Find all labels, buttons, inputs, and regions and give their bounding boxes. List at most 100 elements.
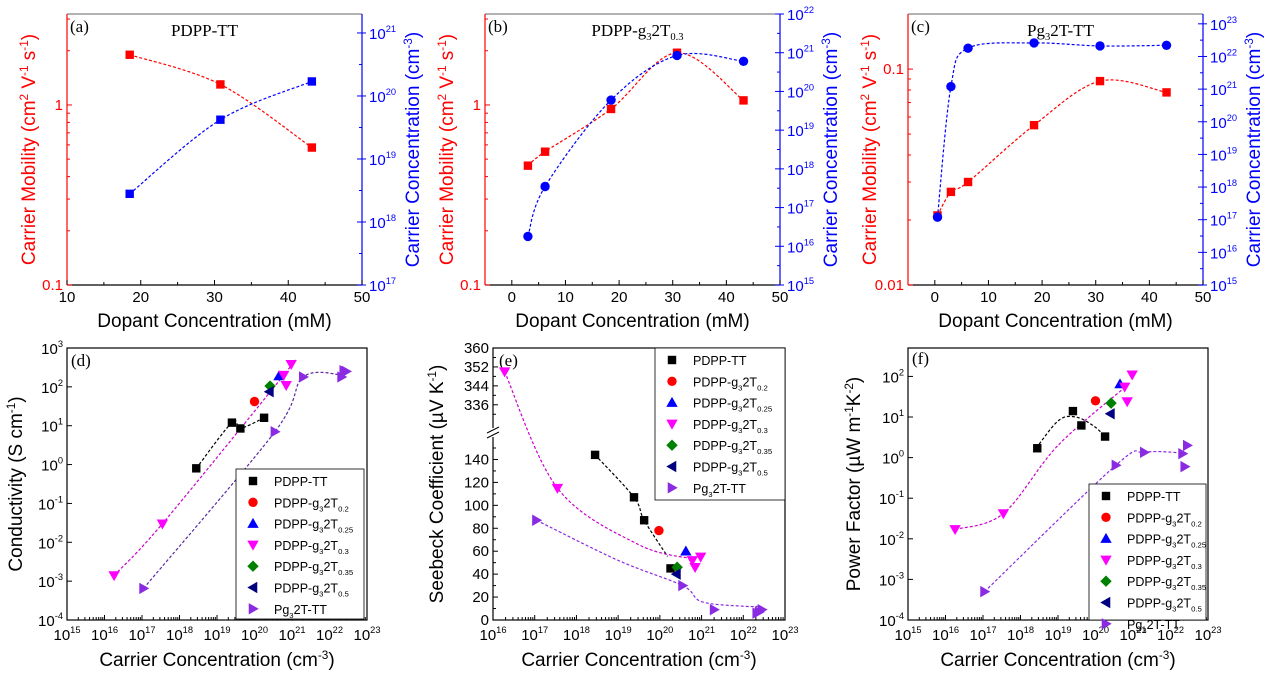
data-point [672,50,682,61]
y-tick-label: 40 [472,566,489,583]
text-span: -3 [1159,649,1170,662]
y-tick-label: 344 [464,378,489,395]
panel-label: (f) [912,349,929,368]
x-axis-label: Dopant Concentration (mM) [97,311,331,332]
x-axis-label: Carrier Concentration (cm-3) [521,649,756,671]
y-right-axis-label: Carrier Concentration (cm-3) [402,32,424,267]
text-span: 3 [1172,583,1176,592]
y-right-tick-label: 1022 [1210,47,1237,66]
text-span: ) [1169,650,1175,671]
data-point [263,386,274,398]
text-span: 10 [38,613,55,630]
data-point [551,483,564,494]
text-span: PDPP-g [274,518,319,532]
legend-item: PDPP-TT [667,354,747,368]
y-right-tick-label: 1015 [787,276,814,295]
text-span: 3 [738,426,742,435]
text-span: -3 [896,570,904,580]
x-tick-label: 30 [664,289,681,306]
legend-label: PDPP-g32T0.35 [274,560,353,577]
text-span: 10 [787,123,804,140]
text-span: 19 [1227,145,1237,155]
text-span: -2 [55,533,63,543]
text-span: 0.35 [1191,583,1206,592]
text-span: 10 [932,627,949,644]
data-point [192,464,201,473]
y-axis-label: Power Factor (µW m-1K-2) [843,377,865,592]
text-span: 2T [323,582,338,596]
data-point [949,525,961,536]
text-span: Carrier Mobility (cm [860,100,881,265]
data-point [678,579,689,592]
text-span: 10 [969,627,986,644]
y-tick-label: 102 [882,367,904,386]
text-span: -1 [436,65,449,75]
text-span: 10 [38,535,55,552]
fit-curve [1032,415,1106,453]
text-span: 17 [386,276,396,286]
x-tick-label: 20 [1034,289,1051,306]
text-span: ) [328,650,334,671]
text-span: 10 [1210,213,1227,230]
text-span: Pg [1127,618,1142,632]
x-axis-label: Dopant Concentration (mM) [938,311,1172,332]
text-span: Seebeck Coefficient (µV K [427,381,448,603]
legend-marker [1100,575,1112,587]
data-point [108,571,120,582]
x-tick-label: 1018 [166,625,193,644]
text-span: Carrier Mobility (cm [19,100,40,265]
data-point [259,413,269,422]
data-point [963,177,973,187]
legend-item: PDPP-g32T0.3 [247,539,349,556]
legend-item: Pg32T-TT [248,603,327,620]
text-span: 0.5 [757,469,768,478]
text-span: 10 [1194,627,1211,644]
text-span: 10 [41,341,58,358]
panel-label: (b) [488,17,508,36]
legend-marker [1101,618,1112,630]
legend-marker [667,376,677,386]
text-span: 2T-TT [1147,618,1181,632]
data-point [307,143,317,152]
y-tick-label: 336 [464,397,489,414]
text-span: 2T [1176,575,1191,589]
panel-label: (c) [911,17,930,36]
text-span: 10 [521,627,538,644]
data-point [689,562,701,573]
y-right-axis-label: Carrier Concentration (cm-3) [1243,32,1265,267]
x-tick-label: 40 [718,289,735,306]
x-tick-label: 1017 [969,625,996,644]
y-right-tick-label: 1017 [787,199,814,218]
data-point [997,509,1010,520]
text-span: 2T-TT [1050,21,1094,40]
text-span: 2T [1176,597,1191,611]
text-span: 17 [145,625,155,635]
panel-label: (a) [70,17,89,36]
text-span: 0.2 [757,383,768,392]
x-tick-label: 1017 [521,625,548,644]
fit-curve [195,417,265,469]
x-tick-label: 20 [611,289,628,306]
y-right-tick-label: 1019 [1210,145,1237,164]
data-point [540,181,550,192]
y-tick-label: 10-4 [879,611,904,630]
legend-label: PDPP-g32T0.3 [693,418,768,435]
x-tick-label: 1020 [241,625,268,644]
text-span: 16 [108,625,118,635]
data-point [666,564,675,573]
text-span: -3 [740,649,751,662]
y-left-axis-label: Carrier Mobility (cm2 V-1 s-1) [18,34,40,265]
legend-item: PDPP-g32T0.2 [248,496,349,513]
y-tick-label: 20 [472,589,489,606]
legend-label: Pg32T-TT [693,482,746,499]
text-span: -1 [859,65,872,75]
legend: PDPP-TTPDPP-g32T0.2PDPP-g32T0.25PDPP-g32… [235,468,365,620]
x-axis-label: Carrier Concentration (cm-3) [940,649,1175,671]
text-span: 3 [319,526,323,535]
text-span: -4 [55,611,63,621]
text-span: -1 [843,406,856,416]
panel-f: 1015 1016 1017 1018 1019 1020 1021 1022 102310-4… [843,347,1222,671]
text-span: 2T [742,439,757,453]
y-right-tick-label: 1019 [787,121,814,140]
text-span: 20 [386,87,396,97]
